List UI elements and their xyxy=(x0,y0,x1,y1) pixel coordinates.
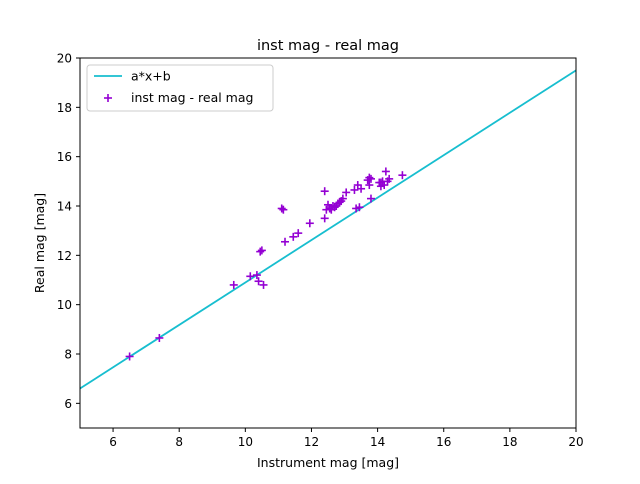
scatter-point xyxy=(256,247,265,256)
x-tick-label: 8 xyxy=(175,435,183,449)
legend-plus-swatch xyxy=(104,94,112,102)
y-tick-label: 20 xyxy=(57,52,72,66)
legend-label-scatter: inst mag - real mag xyxy=(131,90,253,105)
scatter-point xyxy=(294,229,303,238)
plot-area xyxy=(80,58,576,428)
scatter-point xyxy=(320,214,329,223)
scatter-point xyxy=(365,173,374,182)
fit-line xyxy=(79,69,577,390)
scatter-point xyxy=(252,271,261,280)
scatter-point xyxy=(277,204,286,213)
x-tick-label: 6 xyxy=(109,435,117,449)
plot-frame xyxy=(79,57,577,429)
scatter-point xyxy=(350,185,359,194)
scatter-point xyxy=(229,280,238,289)
y-tick-label: 8 xyxy=(64,348,72,362)
x-tick-label: 12 xyxy=(304,435,319,449)
scatter-point xyxy=(366,194,375,203)
x-tick-label: 14 xyxy=(370,435,385,449)
scatter-point xyxy=(259,280,268,289)
legend-plus-marker xyxy=(104,94,112,102)
scatter-point xyxy=(320,187,329,196)
y-tick-label: 12 xyxy=(57,249,72,263)
x-tick-label: 10 xyxy=(238,435,253,449)
legend: a*x+b inst mag - real mag xyxy=(86,64,274,112)
scatter-point xyxy=(338,194,347,203)
x-axis-label: Instrument mag [mag] xyxy=(257,455,399,470)
scatter-point xyxy=(324,200,332,209)
y-tick-label: 6 xyxy=(64,397,72,411)
scatter-point xyxy=(281,237,290,246)
y-tick-label: 10 xyxy=(57,298,72,312)
scatter-point xyxy=(279,205,288,214)
scatter-point xyxy=(254,277,263,286)
scatter-point xyxy=(342,188,351,197)
x-tick-label: 16 xyxy=(436,435,451,449)
axes-layer: 6 8 10 12 14 16 18 20 6 8 10 12 14 16 18 20 xyxy=(57,52,584,450)
legend-box xyxy=(86,64,274,112)
legend-label-line: a*x+b xyxy=(131,69,171,84)
scatter-point xyxy=(365,181,374,190)
scatter-point xyxy=(289,232,298,241)
y-tick-label: 14 xyxy=(57,200,72,214)
series-layer xyxy=(79,69,577,390)
scatter-point xyxy=(305,219,314,228)
scatter-point xyxy=(398,171,407,180)
chart-title: inst mag - real mag xyxy=(257,38,399,54)
x-tick-label: 18 xyxy=(502,435,517,449)
y-tick-label: 18 xyxy=(57,101,72,115)
y-axis-label: Real mag [mag] xyxy=(32,193,47,293)
scatter-point xyxy=(257,246,266,255)
scatter-point xyxy=(357,184,366,193)
scatter-point xyxy=(246,272,255,281)
scatter-point xyxy=(366,174,375,183)
y-tick-label: 16 xyxy=(57,150,72,164)
scatter-point xyxy=(385,174,394,183)
scatter-point xyxy=(155,333,164,342)
scatter-point xyxy=(355,203,364,212)
scatter-point xyxy=(381,167,390,176)
x-tick-label: 20 xyxy=(568,435,583,449)
scatter-point xyxy=(125,352,134,361)
